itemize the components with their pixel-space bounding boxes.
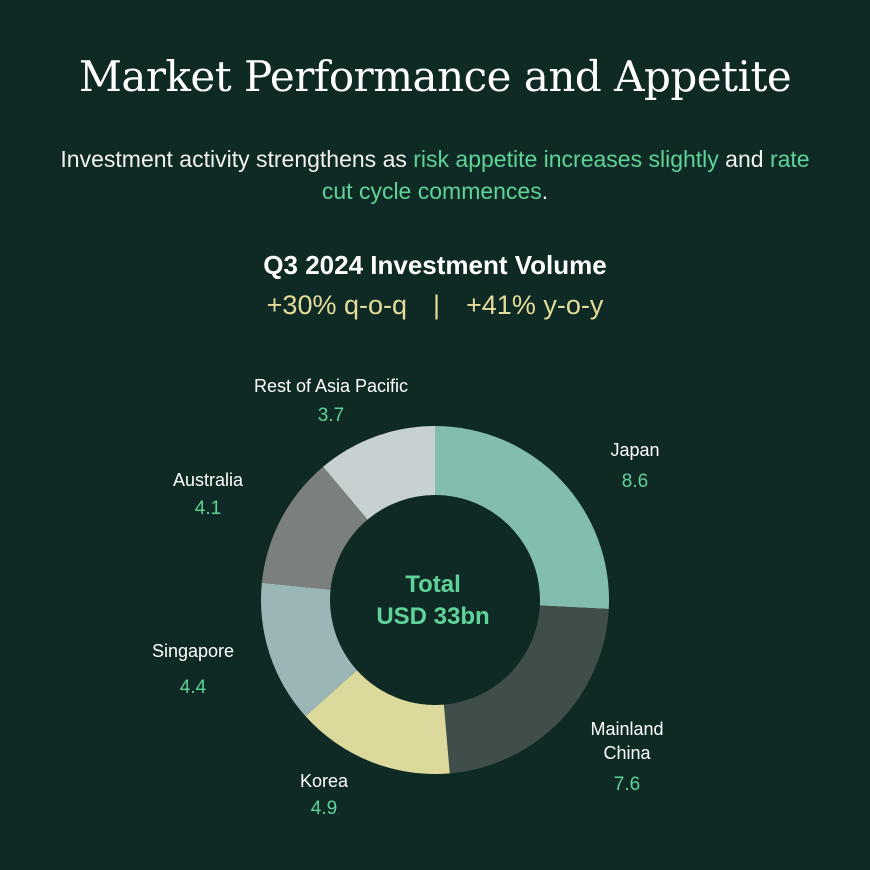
volume-change: +30% q-o-q | +41% y-o-y (0, 290, 870, 321)
subtitle-text-2: and (718, 146, 770, 172)
value-japan: 8.6 (622, 471, 648, 492)
center-label-amount: USD 33bn (376, 603, 489, 630)
value-singapore: 4.4 (180, 677, 207, 698)
change-separator: | (433, 290, 441, 320)
label-korea: Korea (300, 771, 349, 791)
slice-japan (435, 426, 609, 610)
slice-rest-of-asia-pacific (323, 426, 435, 520)
subtitle-highlight-rate-cut: rate cut cycle commences (321, 146, 810, 204)
label-japan: Japan (610, 440, 659, 460)
center-label-total: Total (405, 571, 461, 598)
subtitle-highlight-risk-appetite: risk appetite increases slightly (413, 146, 719, 172)
value-rest-of-asia-pacific: 3.7 (318, 405, 344, 426)
qoq-change: +30% q-o-q (266, 290, 407, 320)
slice-mainland-china (443, 605, 609, 774)
yoy-change: +41% y-o-y (466, 290, 604, 320)
slice-australia (261, 466, 368, 590)
slice-singapore (260, 582, 357, 717)
label-singapore: Singapore (152, 641, 234, 661)
label-mainland-china: Mainland China (590, 719, 663, 763)
page-title: Market Performance and Appetite (78, 52, 792, 101)
label-rest-of-asia-pacific: Rest of Asia Pacific (254, 376, 408, 396)
subtitle: Investment activity strengthens as risk … (60, 143, 810, 207)
label-australia: Australia (173, 470, 244, 490)
value-mainland-china: 7.6 (614, 774, 640, 795)
value-korea: 4.9 (311, 798, 337, 819)
volume-title: Q3 2024 Investment Volume (263, 250, 607, 280)
slice-korea (305, 670, 450, 774)
value-australia: 4.1 (195, 498, 221, 519)
subtitle-text-3: . (541, 178, 549, 204)
subtitle-text-1: Investment activity strengthens as (60, 146, 414, 172)
